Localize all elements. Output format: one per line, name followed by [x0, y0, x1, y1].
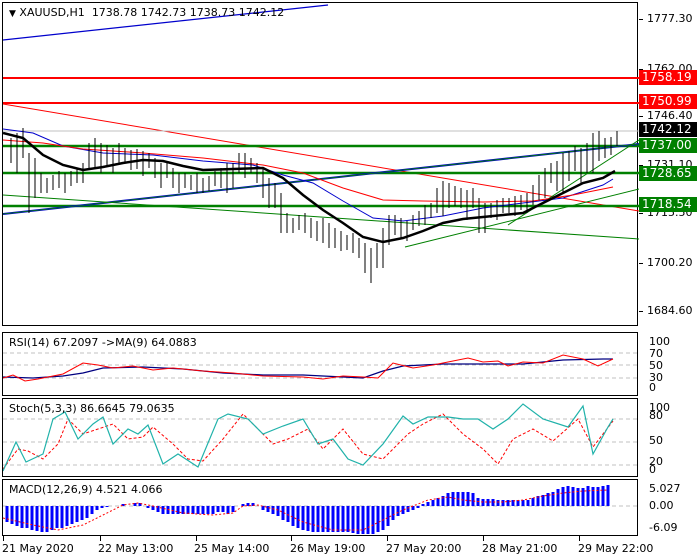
stoch-tick: 80 [649, 409, 663, 422]
stoch-tick: 50 [649, 434, 663, 447]
resistance-tag: 1750.99 [639, 94, 697, 109]
support-tag: 1718.54 [639, 197, 697, 212]
dropdown-triangle-icon[interactable]: ▼ [9, 9, 16, 19]
rsi-tick: 30 [649, 371, 663, 384]
price-tick: 1700.20 [639, 256, 693, 269]
rsi-panel[interactable]: RSI(14) 67.2097 ->MA(9) 64.0883 [2, 332, 639, 396]
macd-canvas [3, 485, 639, 534]
price-chart-canvas [3, 4, 639, 283]
time-label: 22 May 13:00 [98, 542, 174, 555]
time-label: 27 May 20:00 [386, 542, 462, 555]
macd-axis: 5.027 0.00 -6.09 [639, 479, 700, 536]
stoch-tick: 0 [649, 463, 656, 476]
stoch-tick: 100 [649, 401, 670, 414]
macd-tick: 0.00 [649, 499, 674, 512]
macd-panel[interactable]: MACD(12,26,9) 4.521 4.066 [2, 479, 639, 536]
time-label: 21 May 2020 [2, 542, 74, 555]
candles [10, 128, 618, 283]
ohlc-values: 1738.78 1742.73 1738.73 1742.12 [91, 6, 285, 19]
rsi-canvas [3, 352, 639, 382]
rsi-title: RSI(14) 67.2097 ->MA(9) 64.0883 [9, 336, 197, 349]
resistance-tag: 1758.19 [639, 70, 697, 85]
macd-tick: -6.09 [649, 521, 678, 534]
stochastic-canvas [3, 403, 639, 472]
time-label: 26 May 19:00 [290, 542, 366, 555]
support-tag: 1737.00 [639, 138, 697, 153]
rsi-tick: 0 [649, 381, 656, 394]
stochastic-axis: 100 80 50 20 0 [639, 398, 700, 477]
time-label: 28 May 21:00 [482, 542, 558, 555]
symbol-label: XAUUSD,H1 [19, 6, 85, 19]
rsi-tick: 70 [649, 347, 663, 360]
stochastic-panel[interactable]: Stoch(5,3,3) 86.6645 79.0635 [2, 398, 639, 477]
price-tick: 1746.40 [639, 109, 693, 122]
time-label: 29 May 22:00 [578, 542, 654, 555]
chart-header: ▼ XAUUSD,H1 1738.78 1742.73 1738.73 1742… [9, 6, 284, 19]
macd-title: MACD(12,26,9) 4.521 4.066 [9, 483, 163, 496]
time-label: 25 May 14:00 [194, 542, 270, 555]
last-price-tag: 1742.12 [639, 122, 697, 137]
macd-tick: 5.027 [649, 482, 681, 495]
rsi-axis: 100 70 50 30 0 [639, 332, 700, 396]
price-tick: 1684.60 [639, 304, 693, 317]
support-tag: 1728.65 [639, 166, 697, 181]
rsi-tick: 50 [649, 359, 663, 372]
stochastic-title: Stoch(5,3,3) 86.6645 79.0635 [9, 402, 175, 415]
rsi-tick: 100 [649, 335, 670, 348]
price-panel[interactable]: ▼ XAUUSD,H1 1738.78 1742.73 1738.73 1742… [2, 2, 639, 326]
price-axis: 1777.30 1762.00 1746.40 1731.10 1715.50 … [639, 0, 700, 326]
price-tick: 1777.30 [639, 12, 693, 25]
stoch-tick: 20 [649, 455, 663, 468]
